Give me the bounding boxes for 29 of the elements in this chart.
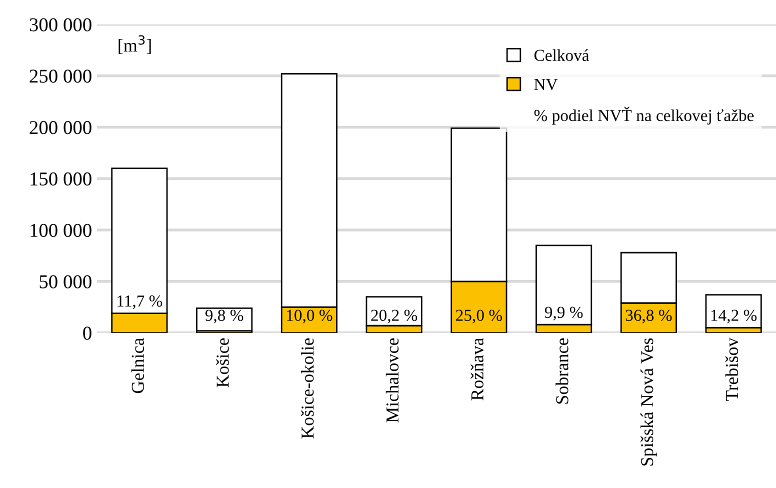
annotation: 9,8 % [205,310,244,324]
bar [705,294,762,328]
annotation: 14,2 % [711,310,757,324]
y-tick-label: 150 000 [30,172,92,186]
y-tick-label: 0 [83,326,92,340]
annotation: 9,9 % [544,306,583,320]
x-tick-label: Košice [216,338,229,388]
x-tick-label: Michalovce [386,338,399,422]
y-tick-label: 200 000 [30,121,92,134]
annotation: 25,0 % [456,310,502,324]
y-tick-label: 250 000 [30,70,92,83]
legend-label: NV [534,78,558,90]
y-axis-title: [m$^{3}$] [118,35,151,54]
annotation: 20,2 % [371,310,418,324]
x-tick-label: Trebišov [725,338,738,401]
y-tick-label: 300 000 [30,18,92,32]
x-tick-label: Spišská Nová Ves [640,338,657,466]
annotation: 11,7 % [118,295,162,310]
x-tick-label: Gelnica [131,338,144,394]
y-tick-label: 50 000 [40,275,92,288]
annotation: 10,0 % [287,310,332,324]
x-tick-label: Rožňava [470,338,484,400]
y-tick-label: 100 000 [30,224,92,237]
annotation: 36,8 % [626,310,672,324]
x-tick-label: Košice-okolie [300,338,314,438]
annotation: % podiel NVŤ na celkovej ťažbe [534,106,754,125]
bar [196,307,253,332]
x-tick-label: Sobrance [556,338,568,404]
legend-label: Celková [534,49,590,61]
